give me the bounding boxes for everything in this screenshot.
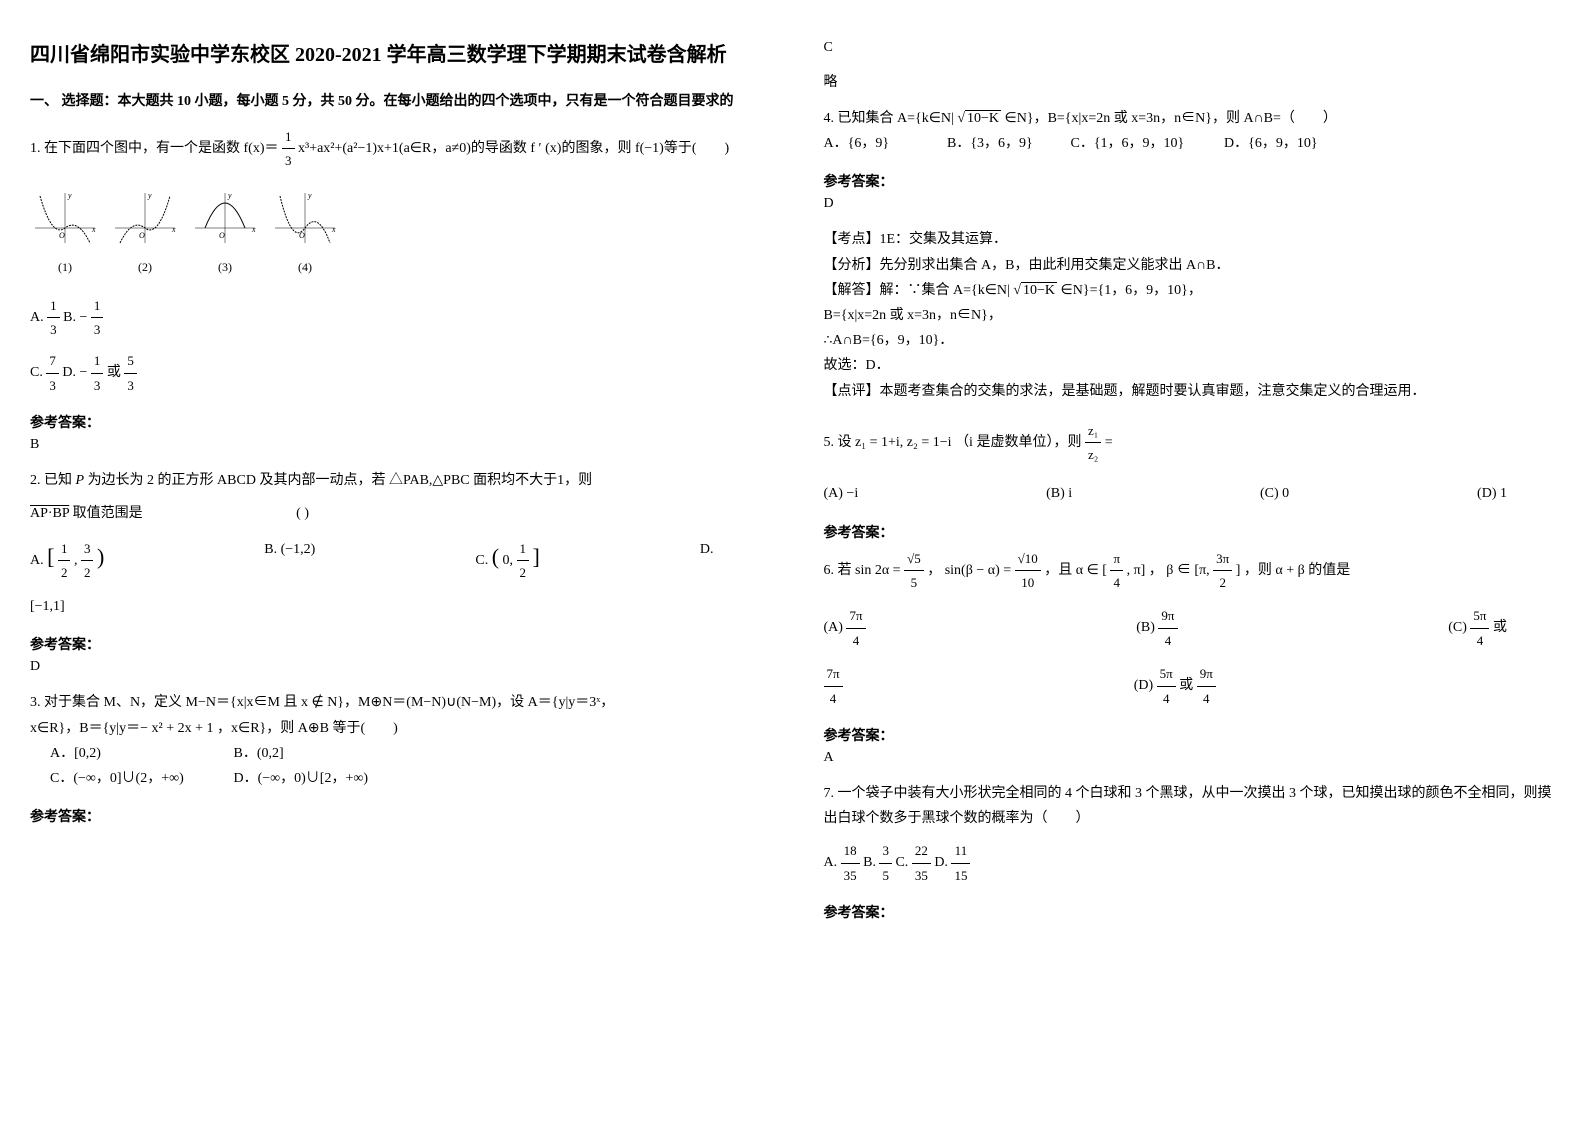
q3-answer: C — [824, 40, 1558, 56]
question-7: 7. 一个袋子中装有大小形状完全相同的 4 个白球和 3 个黑球，从中一次摸出 … — [824, 781, 1558, 887]
q5-options: (A) −i (B) i (C) 0 (D) 1 — [824, 481, 1558, 506]
svg-text:O: O — [299, 231, 305, 240]
question-6: 6. 若 sin 2α = √55 ， sin(β − α) = √1010 ，… — [824, 547, 1558, 710]
svg-text:O: O — [219, 231, 225, 240]
svg-text:y: y — [67, 191, 72, 200]
section-header: 一、 选择题：本大题共 10 小题，每小题 5 分，共 50 分。在每小题给出的… — [30, 90, 764, 110]
question-2: 2. 已知 P 为边长为 2 的正方形 ABCD 及其内部一动点，若 △PAB,… — [30, 468, 764, 619]
q1-text-post: x³+ax²+(a²−1)x+1(a∈R，a≠0)的导函数 f ′ (x)的图象… — [298, 141, 729, 156]
svg-text:x: x — [91, 225, 96, 234]
q6-answer: A — [824, 750, 1558, 766]
svg-text:y: y — [227, 191, 232, 200]
question-5: 5. 设 z₁ = 1+i, z₂ = 1−i （i 是虚数单位），则 z₁z₂… — [824, 419, 1558, 507]
svg-text:x: x — [331, 225, 336, 234]
q1-answer: B — [30, 437, 764, 453]
q7-options: A. 1835 B. 35 C. 2235 D. 1115 — [824, 839, 1558, 887]
q4-answer: D — [824, 196, 1558, 212]
q1-options-ab: A. 13 B. − 13 — [30, 294, 764, 342]
answer-label: 参考答案： — [30, 412, 764, 432]
q2-answer: D — [30, 659, 764, 675]
svg-text:x: x — [171, 225, 176, 234]
svg-text:y: y — [307, 191, 312, 200]
q3-note: 略 — [824, 71, 1558, 91]
page-title: 四川省绵阳市实验中学东校区 2020-2021 学年高三数学理下学期期末试卷含解… — [30, 40, 764, 70]
question-3: 3. 对于集合 M、N，定义 M−N＝{x|x∈M 且 x ∉ N}，M⊕N＝(… — [30, 690, 764, 791]
right-column: C 略 4. 已知集合 A={k∈N| √10−K ∈N}，B={x|x=2n … — [794, 0, 1587, 967]
q1-options-cd: C. 73 D. − 13 或 53 — [30, 349, 764, 397]
q1-text-pre: 1. 在下面四个图中，有一个是函数 f(x)＝ — [30, 141, 279, 156]
q4-explanation: 【考点】1E：交集及其运算． 【分析】先分别求出集合 A，B，由此利用交集定义能… — [824, 227, 1558, 403]
svg-text:x: x — [251, 225, 256, 234]
svg-text:O: O — [139, 231, 145, 240]
q6-options-row1: (A) 7π4 (B) 9π4 (C) 5π4 或 — [824, 604, 1558, 652]
graph-3: O x y (3) — [190, 188, 260, 279]
q2-options: A. [ 12 , 32 ) B. (−1,2) C. ( 0, 12 ] D. — [30, 537, 764, 585]
question-1: 1. 在下面四个图中，有一个是函数 f(x)＝ 1 3 x³+ax²+(a²−1… — [30, 125, 764, 397]
q1-graphs: O x y (1) O x y (2) — [30, 188, 764, 279]
graph-2: O x y (2) — [110, 188, 180, 279]
question-4: 4. 已知集合 A={k∈N| √10−K ∈N}，B={x|x=2n 或 x=… — [824, 106, 1558, 156]
graph-1: O x y (1) — [30, 188, 100, 279]
graph-4: O x y (4) — [270, 188, 340, 279]
q6-options-row2: 7π4 (D) 5π4 或 9π4 — [824, 662, 1558, 710]
svg-text:O: O — [59, 231, 65, 240]
left-column: 四川省绵阳市实验中学东校区 2020-2021 学年高三数学理下学期期末试卷含解… — [0, 0, 794, 967]
q1-frac: 1 3 — [282, 125, 295, 173]
svg-text:y: y — [147, 191, 152, 200]
